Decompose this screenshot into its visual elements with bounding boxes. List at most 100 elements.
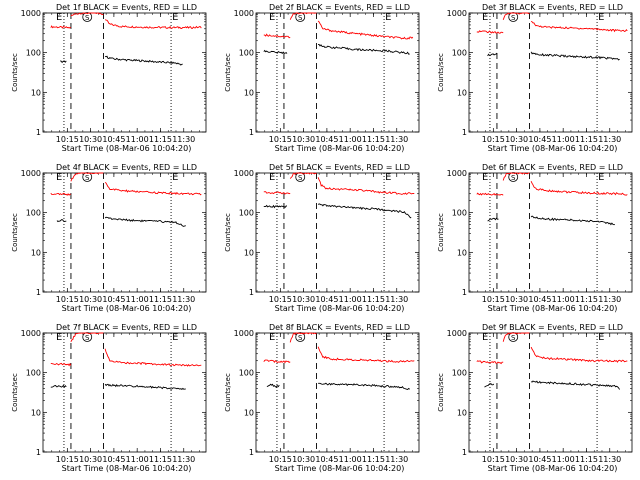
y-tick-label: 100 xyxy=(452,369,467,378)
x-axis-label: Start Time (08-Mar-06 10:04:20) xyxy=(488,304,618,313)
x-tick-label: 11:00 xyxy=(339,135,362,144)
y-tick-label: 1 xyxy=(36,448,41,457)
x-tick-label: 10:45 xyxy=(102,455,125,464)
x-tick-label: 10:45 xyxy=(102,135,125,144)
detector-panel-5: Det 5f BLACK = Events, RED = LLD 1 10 100 10… xyxy=(224,163,420,313)
x-tick-label: 11:15 xyxy=(362,135,385,144)
lld-rate-line xyxy=(104,181,202,196)
y-tick-label: 1000 xyxy=(234,169,254,178)
y-tick-label: 100 xyxy=(452,49,467,58)
x-tick-label: 11:30 xyxy=(598,295,621,304)
lld-rate-line xyxy=(289,12,317,20)
y-tick-label: 100 xyxy=(26,209,41,218)
events-rate-line xyxy=(50,384,67,389)
detector-panel-6: Det 6f BLACK = Events, RED = LLD 1 10 100 10… xyxy=(437,163,633,313)
x-tick-label: 10:45 xyxy=(528,135,551,144)
x-tick-label: 11:15 xyxy=(362,295,385,304)
events-rate-line xyxy=(530,380,620,390)
x-tick-label: 11:30 xyxy=(385,455,408,464)
events-rate-line xyxy=(56,219,67,223)
eclipse-start-label: E xyxy=(269,172,275,183)
x-tick-label: 11:30 xyxy=(172,135,195,144)
saa-marker-label: S xyxy=(85,174,90,182)
y-tick-label: 1000 xyxy=(447,9,467,18)
panel-title: Det 4f BLACK = Events, RED = LLD xyxy=(56,163,197,172)
x-tick-label: 11:00 xyxy=(126,295,149,304)
lld-rate-line xyxy=(530,20,628,33)
panel-title: Det 3f BLACK = Events, RED = LLD xyxy=(482,3,623,12)
x-tick-label: 11:15 xyxy=(149,295,172,304)
x-tick-label: 10:15 xyxy=(56,135,79,144)
lld-rate-line xyxy=(104,19,202,29)
y-axis-label: Counts/sec xyxy=(437,213,445,252)
y-tick-label: 10 xyxy=(244,88,254,97)
x-axis-label: Start Time (08-Mar-06 10:04:20) xyxy=(62,464,192,473)
x-tick-label: 10:30 xyxy=(292,135,315,144)
panel-title: Det 6f BLACK = Events, RED = LLD xyxy=(482,163,623,172)
x-axis-label: Start Time (08-Mar-06 10:04:20) xyxy=(488,144,618,153)
x-tick-label: 10:30 xyxy=(505,295,528,304)
saa-circle-marker xyxy=(295,332,306,342)
x-tick-label: 11:15 xyxy=(149,455,172,464)
y-tick-label: 100 xyxy=(239,49,254,58)
eclipse-start-label: E xyxy=(269,12,275,23)
x-tick-label: 10:15 xyxy=(56,295,79,304)
saa-marker-label: S xyxy=(298,334,303,342)
panel-title: Det 9f BLACK = Events, RED = LLD xyxy=(482,323,623,332)
y-tick-label: 10 xyxy=(31,408,41,417)
x-tick-label: 10:45 xyxy=(528,295,551,304)
eclipse-end-label: E xyxy=(172,12,178,23)
y-tick-label: 1 xyxy=(36,288,41,297)
panel-title: Det 1f BLACK = Events, RED = LLD xyxy=(56,3,197,12)
y-tick-label: 10 xyxy=(244,408,254,417)
x-tick-label: 10:45 xyxy=(315,295,338,304)
lld-rate-line xyxy=(50,362,72,367)
events-rate-line xyxy=(487,52,498,57)
x-tick-label: 10:30 xyxy=(79,295,102,304)
x-tick-label: 11:15 xyxy=(575,455,598,464)
eclipse-start-label: E xyxy=(482,332,488,343)
eclipse-end-label: E xyxy=(385,332,391,343)
x-tick-label: 10:45 xyxy=(315,455,338,464)
saa-marker-label: S xyxy=(511,14,516,22)
lld-rate-line xyxy=(70,172,104,182)
eclipse-start-label: E xyxy=(56,332,62,343)
x-tick-label: 10:45 xyxy=(315,135,338,144)
lld-rate-line xyxy=(530,181,628,196)
y-tick-label: 1000 xyxy=(234,9,254,18)
events-rate-line xyxy=(266,383,280,388)
x-axis-label: Start Time (08-Mar-06 10:04:20) xyxy=(62,144,192,153)
x-tick-label: 11:15 xyxy=(362,455,385,464)
x-tick-label: 11:00 xyxy=(126,135,149,144)
plot-frame xyxy=(468,12,633,133)
saa-circle-marker xyxy=(508,332,519,342)
lld-rate-line xyxy=(70,332,104,343)
y-tick-label: 1000 xyxy=(234,329,254,338)
y-tick-label: 10 xyxy=(457,248,467,257)
x-tick-label: 10:15 xyxy=(56,455,79,464)
saa-circle-marker xyxy=(295,12,306,22)
x-tick-label: 10:15 xyxy=(482,135,505,144)
x-tick-label: 10:30 xyxy=(292,455,315,464)
detector-panel-8: Det 8f BLACK = Events, RED = LLD 1 10 100 10… xyxy=(224,323,420,473)
events-rate-line xyxy=(263,49,288,55)
y-axis-label: Counts/sec xyxy=(437,53,445,92)
y-tick-label: 100 xyxy=(452,209,467,218)
x-tick-label: 10:15 xyxy=(482,295,505,304)
x-tick-label: 11:00 xyxy=(126,455,149,464)
events-rate-line xyxy=(530,51,620,61)
x-tick-label: 10:30 xyxy=(79,455,102,464)
saa-marker-label: S xyxy=(298,14,303,22)
detector-panel-4: Det 4f BLACK = Events, RED = LLD 1 10 100 10… xyxy=(11,163,207,313)
lld-rate-line xyxy=(263,359,291,364)
eclipse-end-label: E xyxy=(385,12,391,23)
x-tick-label: 11:00 xyxy=(552,455,575,464)
lld-rate-line xyxy=(289,172,317,179)
events-rate-line xyxy=(484,383,495,388)
lld-rate-line xyxy=(104,348,202,367)
x-tick-label: 11:15 xyxy=(149,135,172,144)
y-tick-label: 1000 xyxy=(21,9,41,18)
saa-circle-marker xyxy=(508,172,519,182)
events-rate-line xyxy=(263,204,287,209)
x-tick-label: 11:00 xyxy=(552,295,575,304)
